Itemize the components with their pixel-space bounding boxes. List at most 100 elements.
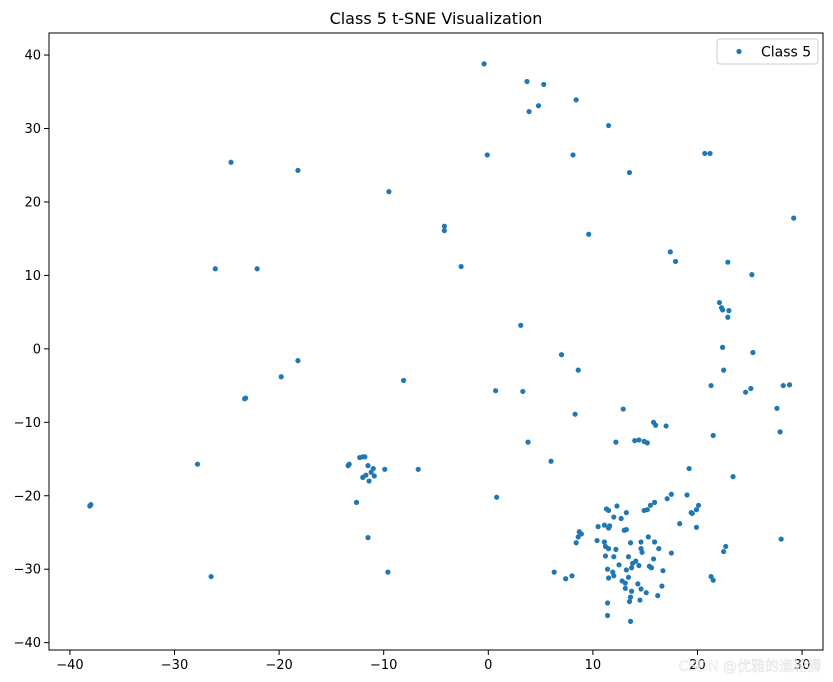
data-point xyxy=(653,422,659,428)
data-point xyxy=(601,539,608,545)
data-point xyxy=(650,556,657,562)
data-point xyxy=(605,507,612,514)
data-point xyxy=(719,307,726,313)
data-point xyxy=(570,152,576,158)
data-point xyxy=(353,499,360,505)
x-tick-label: 20 xyxy=(689,658,706,673)
data-point xyxy=(627,540,634,546)
data-point xyxy=(625,574,632,580)
data-point xyxy=(254,266,260,272)
data-point xyxy=(614,503,620,509)
data-point xyxy=(368,469,374,475)
data-point xyxy=(623,510,629,516)
data-point xyxy=(535,103,542,109)
data-point xyxy=(595,524,601,530)
data-point xyxy=(710,432,716,439)
y-tick-label: 40 xyxy=(24,49,41,64)
data-point xyxy=(525,439,531,445)
data-point xyxy=(638,539,644,545)
data-point xyxy=(625,554,632,560)
data-point xyxy=(664,496,670,502)
data-point xyxy=(623,567,629,573)
data-point xyxy=(648,565,655,571)
data-point xyxy=(644,440,650,446)
data-point xyxy=(613,439,619,445)
data-point xyxy=(652,499,658,505)
data-point xyxy=(605,546,612,552)
data-point xyxy=(636,437,642,443)
data-point xyxy=(749,272,755,278)
data-point xyxy=(639,549,645,555)
data-point xyxy=(345,463,351,469)
data-point xyxy=(743,389,749,395)
data-point xyxy=(382,466,388,472)
scatter-points xyxy=(87,61,797,624)
data-point xyxy=(710,577,716,583)
data-point xyxy=(627,618,634,624)
data-point xyxy=(702,150,708,157)
data-point xyxy=(623,526,629,533)
data-point xyxy=(441,227,447,234)
data-point xyxy=(693,524,700,530)
data-point xyxy=(663,423,669,429)
data-point xyxy=(730,474,736,480)
data-point xyxy=(677,521,683,527)
x-tick-label: −40 xyxy=(56,658,83,673)
data-point xyxy=(622,580,628,586)
data-point xyxy=(655,593,661,599)
data-point xyxy=(628,588,635,594)
data-point xyxy=(668,491,674,497)
x-tick-label: −10 xyxy=(370,658,397,673)
data-point xyxy=(626,169,633,176)
data-point xyxy=(484,152,490,158)
data-point xyxy=(723,543,729,550)
data-point xyxy=(684,492,690,498)
data-point xyxy=(628,565,635,571)
data-point xyxy=(627,594,634,600)
data-point xyxy=(672,258,679,265)
data-point xyxy=(635,581,641,587)
legend: Class 5 xyxy=(716,38,819,65)
data-point xyxy=(569,573,575,579)
data-point xyxy=(667,249,673,255)
data-point xyxy=(777,429,783,435)
x-tick-label: 0 xyxy=(484,658,492,673)
data-point xyxy=(208,573,214,580)
data-point xyxy=(616,562,622,568)
y-tick-label: −30 xyxy=(14,563,41,578)
data-point xyxy=(708,382,714,389)
data-point xyxy=(518,322,524,328)
data-point xyxy=(87,503,93,509)
data-point xyxy=(725,259,731,265)
data-point xyxy=(524,78,530,85)
data-point xyxy=(573,540,579,546)
data-point xyxy=(493,388,499,394)
data-point xyxy=(194,461,201,467)
legend-box xyxy=(716,38,819,65)
data-point xyxy=(638,586,644,592)
data-point xyxy=(719,344,726,350)
axes: −40 −30 −20 −10 0 10 20 30 −40 −30 −20 −10 0 10 20 30 40 xyxy=(14,32,824,673)
data-point xyxy=(605,122,612,129)
data-point xyxy=(791,215,797,221)
data-point xyxy=(778,536,784,542)
data-point xyxy=(481,61,487,67)
data-point xyxy=(604,566,611,572)
data-point xyxy=(637,597,643,603)
data-point xyxy=(656,546,662,552)
data-point xyxy=(602,553,609,559)
data-point xyxy=(295,358,301,364)
data-point xyxy=(774,405,780,411)
data-point xyxy=(520,388,526,395)
chart-title: Class 5 t-SNE Visualization xyxy=(330,9,543,28)
y-tick-label: 10 xyxy=(24,269,41,284)
legend-label: Class 5 xyxy=(761,45,811,61)
data-point xyxy=(660,568,666,574)
data-point xyxy=(632,438,638,444)
y-tick-label: −40 xyxy=(14,636,41,651)
data-point xyxy=(458,263,464,270)
data-point xyxy=(726,308,732,314)
data-point xyxy=(780,382,786,389)
data-point xyxy=(365,463,371,469)
x-tick-label: 30 xyxy=(794,658,811,673)
